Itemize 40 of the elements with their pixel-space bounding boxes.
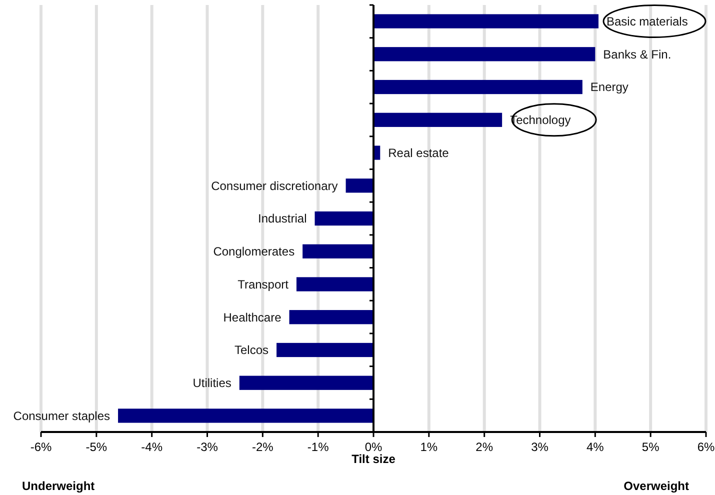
x-tick-label: 6% xyxy=(697,440,715,454)
y-tick-label: Industrial xyxy=(258,212,307,226)
x-tick-label: 1% xyxy=(420,440,438,454)
y-tick-label: Telcos xyxy=(234,343,269,358)
text: Overweight xyxy=(624,479,689,493)
x-axis-title: Tilt size xyxy=(352,452,396,466)
x-tick-label: 4% xyxy=(586,440,604,454)
x-tick-label: -1% xyxy=(307,440,330,454)
y-tick-label: Transport xyxy=(238,277,290,292)
x-tick-label: 0% xyxy=(364,440,382,454)
y-tick-label: Healthcare xyxy=(223,310,282,324)
y-tick-label: Energy xyxy=(590,80,628,94)
bar xyxy=(296,277,374,292)
bar xyxy=(374,47,596,62)
x-tick-label: -4% xyxy=(141,440,163,454)
bar xyxy=(276,342,374,358)
bar xyxy=(374,80,582,94)
x-tick-label: 5% xyxy=(642,440,660,454)
bar xyxy=(314,211,374,226)
bar xyxy=(289,310,374,324)
y-tick-label: Consumer discretionary xyxy=(211,178,338,193)
x-tick-label: -6% xyxy=(30,440,52,454)
bar xyxy=(302,244,374,258)
y-tick-label: Consumer staples xyxy=(13,408,110,423)
x-tick-label: 3% xyxy=(531,440,549,454)
bar xyxy=(374,112,502,127)
bar xyxy=(239,376,374,390)
y-tick-label: Banks & Fin. xyxy=(603,47,672,62)
bar xyxy=(346,178,374,193)
x-tick-label: -3% xyxy=(196,440,218,454)
y-tick-label: Utilities xyxy=(192,376,232,390)
text: Underweight xyxy=(22,479,95,493)
x-tick-label: 2% xyxy=(476,440,494,454)
x-tick-label: -2% xyxy=(252,440,274,454)
y-tick-label: Conglomerates xyxy=(213,244,295,259)
y-tick-label: Real estate xyxy=(388,146,450,160)
bar xyxy=(118,408,374,423)
x-tick-label: -5% xyxy=(86,440,108,454)
y-tick-label: Basic materials xyxy=(606,14,688,28)
bar xyxy=(374,14,598,28)
